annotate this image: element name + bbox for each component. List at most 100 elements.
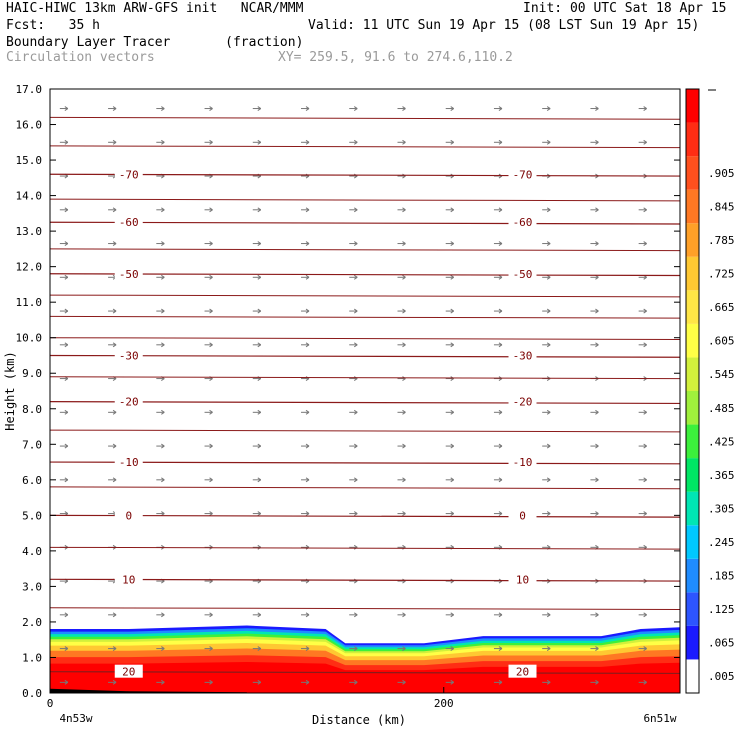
vector-arrow-head [209,409,213,415]
colorbar-swatch [686,189,699,224]
isotherm-line [50,198,680,202]
isotherm-label: 10 [122,573,135,586]
colorbar-label: .605 [708,335,735,348]
vector-arrow-head [161,443,165,449]
isotherm-line [50,248,680,252]
vector-arrow-head [353,443,358,449]
colorbar-label: .785 [708,234,735,247]
isotherm-label-bg [508,266,537,280]
isotherm-label: 0 [125,509,132,522]
y-tick-label: 7.0 [22,438,42,451]
isotherm-line [50,294,680,298]
colorbar-label: .365 [708,469,735,482]
vector-arrow-head [353,477,358,483]
vector-arrow-head [353,207,358,213]
vector-arrow-head [257,409,262,415]
vector-arrow-head [161,477,165,483]
colorbar-swatch [686,491,699,526]
vector-arrow-head [112,308,117,314]
isotherm-line [50,461,680,465]
isotherm-line [50,401,680,405]
isotherm-label: -10 [513,456,533,469]
vector-arrow-head [643,207,647,213]
vector-arrow-head [209,308,213,314]
vector-arrow-head [257,443,262,449]
isotherm-label: 0 [519,509,526,522]
vector-arrow-head [257,612,262,618]
isotherm-line [50,173,680,177]
x-tick-label: 200 [434,697,454,710]
isotherm-label-bg [114,508,143,522]
colorbar-swatch [686,290,699,324]
vector-arrow-head [305,139,310,145]
vector-arrow-head [643,139,647,145]
vector-arrow-head [64,646,69,652]
vector-arrow-head [161,342,165,348]
vector-arrow-head [546,443,551,449]
colorbar-label: .425 [708,435,735,448]
isotherm-label: 10 [516,573,529,586]
isotherm-label: -60 [513,216,533,229]
vector-arrow-head [64,409,69,415]
vector-arrow-head [595,646,599,652]
vector-arrow-head [209,477,213,483]
vector-arrow-head [546,612,551,618]
circulation-vectors [59,106,647,685]
vector-arrow-head [305,409,310,415]
colorbar: .005 .065 .125 .185 .245 .305 .365 .425 .485 .545… [685,88,735,694]
vector-arrow-head [112,646,117,652]
vector-arrow-head [353,139,358,145]
vector-arrow-head [209,443,213,449]
vector-arrow-head [353,679,358,685]
isotherm-label-bg [114,455,143,469]
vector-arrow-head [353,241,358,246]
isotherm-label: -20 [513,396,533,409]
isotherm-line [50,671,680,675]
vector-arrow-head [257,511,262,516]
y-tick-label: 1.0 [22,651,42,664]
vector-arrow-head [402,511,406,516]
vector-arrow-head [450,612,454,618]
vector-arrow-head [595,139,599,145]
vector-arrow-head [161,274,165,280]
vector-arrow-head [498,443,503,449]
vector-arrow-head [209,612,213,618]
isotherm-label: 20 [516,666,529,679]
vector-arrow-head [402,679,406,685]
isotherm-label: -50 [513,268,533,281]
vector-arrow-head [353,409,358,415]
vector-arrow-head [257,106,262,111]
isotherm-contours: -70 -70 -60 -60 -50 -50 -30 -30 -20 -20 -10 -10 0 0 10… [50,116,680,679]
vector-arrow-head [643,409,647,415]
isotherm-line [50,145,680,149]
colorbar-label: .065 [708,637,735,650]
vector-arrow-head [402,308,406,314]
vector-arrow-head [353,646,358,652]
vector-arrow-head [64,207,69,213]
vector-arrow-head [305,477,310,483]
plot-frame [49,88,681,694]
vector-arrow-head [402,612,406,618]
vector-arrow-head [305,274,310,280]
vector-arrow-head [643,646,647,652]
isotherm-label: -70 [513,168,533,181]
tracer-field [50,625,680,693]
isotherm-line [50,354,680,358]
vector-arrow-head [112,207,117,213]
colorbar-swatch [686,156,699,190]
isotherm-label: -70 [119,168,139,181]
x-tick-label: 0 [47,697,54,710]
vector-arrow-head [257,274,262,280]
vector-arrow-head [161,612,165,618]
vector-arrow-head [112,106,117,111]
isotherm-line [50,337,680,340]
vector-arrow-head [643,443,647,449]
colorbar-label: .245 [708,536,735,549]
vector-arrow-head [595,679,599,685]
isotherm-label: -20 [119,396,139,409]
x-end-label: 6n51w [643,712,676,725]
x-axis-title: Distance (km) [312,713,406,727]
vector-arrow-head [209,207,213,213]
colorbar-label: .305 [708,502,735,515]
vector-arrow-head [353,511,358,516]
